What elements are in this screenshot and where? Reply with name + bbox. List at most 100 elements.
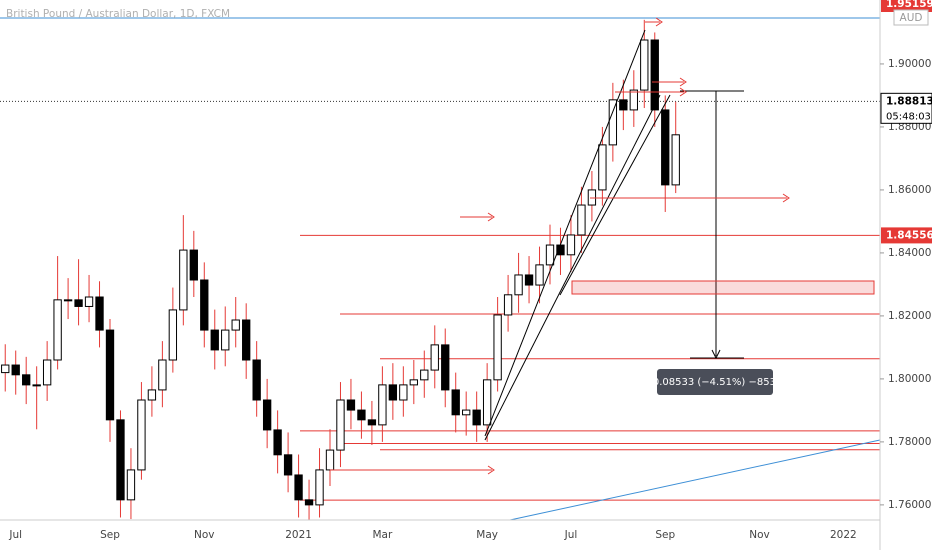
candle-body: [441, 344, 450, 391]
candle-body: [116, 419, 125, 501]
candle-body: [503, 294, 513, 316]
candle-body: [200, 279, 209, 331]
candle-body: [231, 319, 240, 331]
candle-body: [420, 369, 429, 381]
level-price-label-box: [881, 227, 932, 244]
trendline: [559, 94, 671, 296]
y-tick-label: 1.86000: [888, 184, 931, 196]
candle-body: [608, 99, 618, 146]
drawings: [484, 29, 744, 441]
candle-body: [84, 296, 94, 307]
candle-body: [252, 359, 261, 401]
candle-body: [325, 449, 335, 471]
candle-body: [367, 419, 377, 426]
candle-body: [210, 329, 219, 351]
countdown: 05:48:03: [886, 111, 931, 122]
candle-body: [357, 409, 366, 421]
top-price-label: 1.95159: [886, 0, 932, 10]
blue-trendline: [509, 439, 881, 521]
candle-body: [168, 309, 178, 361]
top-price-label-box: [881, 0, 932, 12]
x-tick-label: 2021: [285, 529, 312, 541]
candle-body: [22, 374, 31, 386]
currency-box: [893, 9, 929, 26]
candle-body: [577, 204, 586, 236]
last-price-label: 1.88813: [886, 95, 932, 107]
candle-body: [304, 499, 314, 506]
x-tick-label: Jul: [564, 529, 578, 541]
candle-body: [42, 359, 52, 386]
arrows: [330, 17, 875, 475]
candle-body: [11, 364, 20, 376]
candle-body: [74, 299, 83, 307]
candle-body: [462, 409, 471, 416]
candle-body: [189, 249, 198, 281]
candle-body: [126, 469, 136, 501]
candle-body: [535, 264, 544, 286]
candle-body: [388, 384, 398, 401]
candle-body: [430, 344, 439, 371]
candle-body: [242, 319, 251, 361]
candle-body: [566, 234, 576, 256]
candle-body: [262, 399, 272, 431]
channel-upper: [484, 29, 646, 437]
x-tick-label: Nov: [749, 529, 770, 541]
x-tick-label: May: [476, 529, 498, 541]
candle-body: [294, 474, 303, 501]
y-tick-label: 1.78000: [888, 436, 931, 448]
candle-body: [640, 39, 649, 91]
candle-body: [137, 399, 146, 471]
candle-body: [32, 384, 41, 387]
candle-body: [378, 384, 387, 426]
candle-body: [53, 299, 62, 361]
candle-body: [336, 399, 345, 451]
candle-body: [451, 389, 460, 416]
candle-body: [147, 389, 157, 401]
y-tick-label: 1.76000: [888, 499, 931, 511]
zone: [571, 280, 875, 295]
price-axis: [880, 0, 932, 550]
level-price-label: 1.84556: [886, 229, 932, 241]
channel-lower: [484, 94, 661, 441]
candle-body: [545, 244, 555, 266]
candle-body: [95, 296, 104, 331]
candle-body: [514, 274, 523, 296]
candle-body: [221, 329, 230, 351]
candle-body: [179, 249, 188, 311]
candle-body: [661, 109, 670, 186]
chart-title: British Pound / Australian Dollar, 1D, F…: [6, 8, 230, 20]
x-tick-label: 2022: [830, 529, 857, 541]
candle-body: [524, 274, 534, 286]
measure-label: −0.08533 (−4.51%) −853.3: [644, 377, 785, 388]
candle-body: [63, 299, 73, 302]
candle-body: [158, 359, 167, 391]
candle-body: [482, 379, 492, 426]
candle-body: [346, 399, 356, 411]
x-tick-label: Nov: [194, 529, 215, 541]
y-tick-label: 1.88000: [888, 121, 931, 133]
measure-box: [657, 369, 773, 395]
time-axis: [0, 520, 880, 550]
candle-body: [472, 409, 481, 426]
y-tick-label: 1.90000: [888, 58, 931, 70]
candle-body: [409, 379, 418, 386]
candle-body: [105, 329, 115, 421]
candle-body: [315, 469, 324, 506]
last-price-box: [880, 92, 932, 124]
candle-body: [650, 39, 659, 111]
candle-body: [399, 384, 408, 401]
candle-body: [1, 364, 10, 374]
x-tick-label: Sep: [655, 529, 675, 541]
candle-body: [283, 454, 293, 476]
x-tick-label: Sep: [100, 529, 120, 541]
x-tick-label: Mar: [372, 529, 392, 541]
y-tick-label: 1.82000: [888, 310, 931, 322]
currency-label: AUD: [900, 12, 923, 24]
candle-body: [273, 429, 282, 456]
candle-body: [619, 99, 628, 111]
x-tick-label: Jul: [8, 529, 22, 541]
candle-body: [629, 89, 638, 111]
candle-body: [493, 314, 502, 381]
